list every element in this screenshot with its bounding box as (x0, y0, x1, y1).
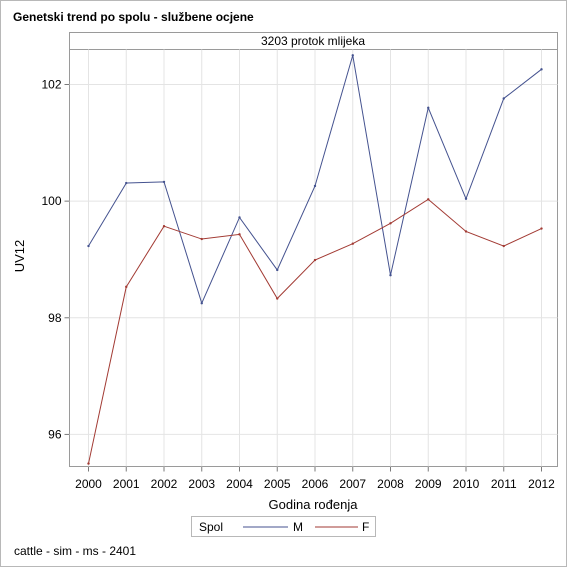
x-tick-label: 2001 (113, 477, 140, 491)
data-point-m (162, 180, 166, 184)
data-point-m (351, 54, 354, 57)
y-tick-label: 100 (41, 194, 61, 208)
data-point-f (162, 225, 166, 228)
data-point-m (389, 274, 392, 277)
x-tick-label: 2005 (264, 477, 291, 491)
x-tick-label: 2009 (415, 477, 442, 491)
footnote: cattle - sim - ms - 2401 (14, 544, 137, 558)
data-point-m (313, 184, 317, 188)
legend-label-f: F (362, 520, 369, 534)
data-point-m (464, 197, 468, 201)
x-tick-label: 2002 (151, 477, 178, 491)
data-point-m (125, 181, 128, 185)
x-tick-label: 2011 (491, 477, 517, 491)
data-point-f (389, 222, 392, 225)
y-axis-label: UV12 (12, 240, 27, 273)
axis-layer: 2000 2001 2002 2003 2004 2005 2006 2007 2008 2009… (41, 77, 555, 491)
data-point-f (87, 462, 90, 465)
x-tick-label: 2006 (302, 477, 329, 491)
x-tick-label: 2004 (226, 477, 253, 491)
y-tick-label: 102 (41, 77, 61, 91)
data-point-m (427, 106, 430, 110)
x-tick-label: 2012 (528, 477, 555, 491)
data-point-f (125, 285, 128, 289)
data-point-f (276, 297, 279, 300)
data-point-f (313, 258, 317, 262)
legend: Spol M F (191, 516, 376, 537)
y-tick-label: 98 (48, 311, 62, 325)
grid-layer (69, 49, 558, 467)
panel-label: 3203 protok mlijeka (261, 34, 365, 48)
data-point-f (464, 230, 468, 233)
data-point-m (200, 301, 203, 305)
data-point-f (502, 244, 505, 248)
data-point-m (540, 68, 543, 71)
y-tick-label: 96 (48, 427, 62, 441)
legend-title: Spol (199, 520, 223, 534)
x-tick-label: 2010 (453, 477, 480, 491)
x-tick-label: 2008 (377, 477, 404, 491)
data-point-m (276, 268, 279, 272)
x-tick-label: 2000 (75, 477, 102, 491)
data-point-m (502, 97, 505, 100)
data-point-m (238, 216, 241, 219)
data-point-f (351, 242, 354, 245)
legend-label-m: M (293, 520, 303, 534)
x-tick-label: 2003 (188, 477, 215, 491)
series-layer (87, 54, 543, 465)
data-point-f (540, 227, 543, 230)
x-tick-label: 2007 (339, 477, 366, 491)
data-point-f (200, 237, 203, 241)
plot-area (69, 49, 558, 467)
data-point-m (87, 244, 90, 248)
x-axis-label: Godina rođenja (269, 497, 359, 512)
data-point-f (427, 198, 430, 201)
chart-title: Genetski trend po spolu - službene ocjen… (13, 10, 254, 24)
data-point-f (238, 233, 241, 236)
